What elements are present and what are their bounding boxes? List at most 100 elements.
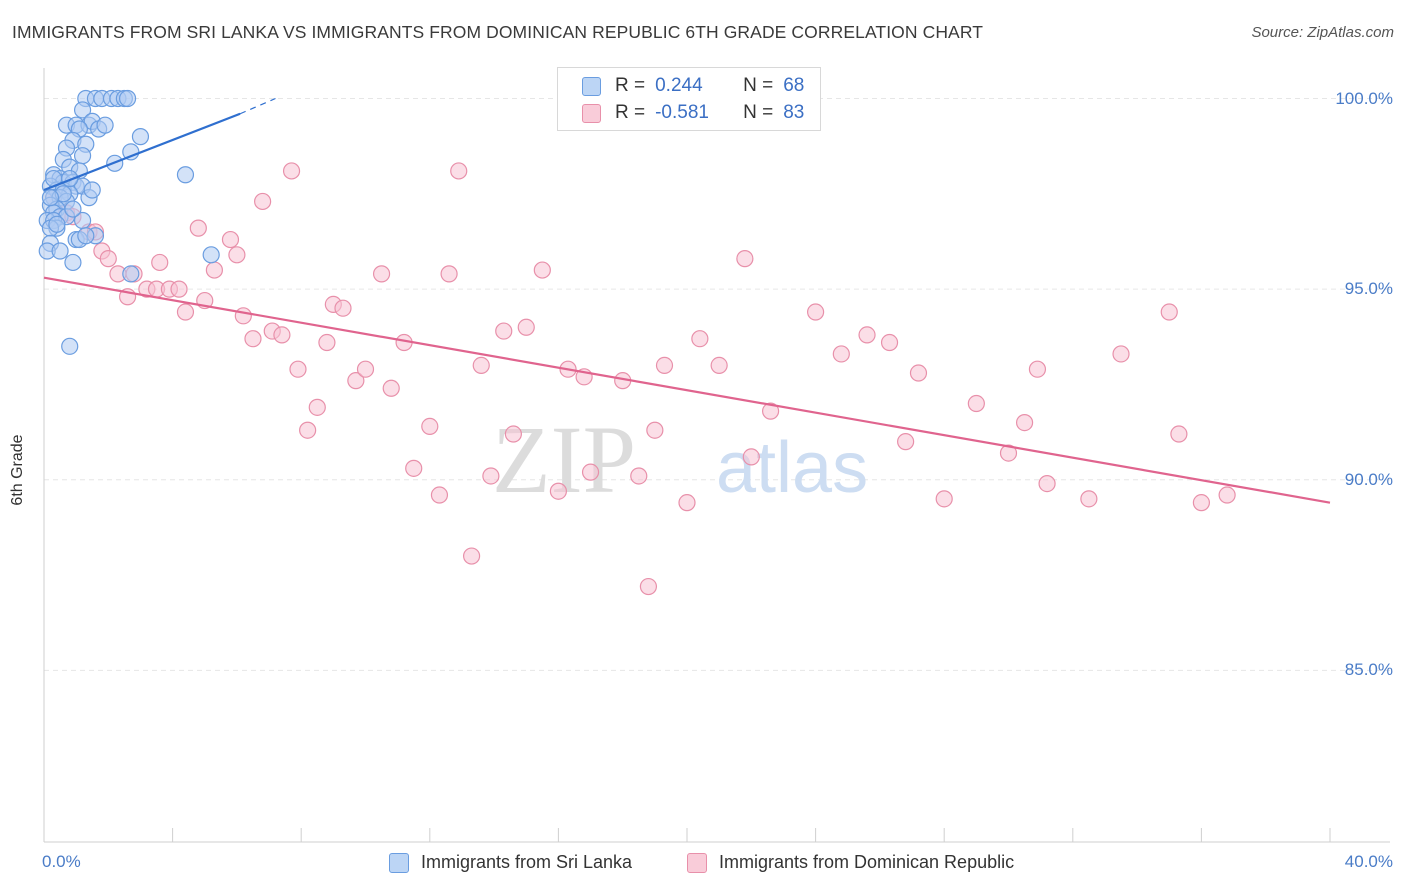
data-point <box>73 147 92 165</box>
data-point <box>430 486 449 504</box>
data-point <box>897 433 915 451</box>
legend-row-dominican-republic: R = -0.581 N = 83 <box>582 100 804 126</box>
y-tick-label: 100.0% <box>1335 88 1393 108</box>
data-point <box>347 372 365 390</box>
watermark-atlas: atlas <box>716 428 868 508</box>
data-point <box>1028 360 1047 378</box>
data-point <box>382 379 400 397</box>
correlation-legend: R = 0.244 N = 68 R = -0.581 N = 83 <box>557 67 821 131</box>
data-point <box>678 494 696 512</box>
series-sri-lanka <box>38 89 220 355</box>
legend-n-label: N = <box>743 75 774 96</box>
legend-r-label: R = <box>615 102 646 123</box>
legend-n-label: N = <box>743 102 774 123</box>
data-point <box>880 333 899 352</box>
data-point <box>41 189 60 207</box>
bottom-legend-label: Immigrants from Dominican Republic <box>719 852 1015 872</box>
data-point <box>646 421 664 439</box>
data-point <box>405 459 423 477</box>
data-point <box>99 250 117 268</box>
data-point <box>999 444 1018 462</box>
data-point <box>176 166 195 184</box>
data-point <box>64 200 82 218</box>
data-point <box>170 280 188 298</box>
bottom-legend-label: Immigrants from Sri Lanka <box>421 852 633 872</box>
data-point <box>858 326 876 344</box>
data-point <box>254 192 272 211</box>
legend-swatch-blue <box>582 76 601 96</box>
x-tick-label-max: 40.0% <box>1344 852 1393 871</box>
trend-line-dominican-republic <box>43 276 1331 504</box>
data-point <box>77 227 95 245</box>
data-point <box>308 398 326 416</box>
data-point <box>462 547 481 565</box>
data-point <box>282 162 301 180</box>
data-point <box>289 360 307 378</box>
legend-r-label: R = <box>615 75 646 96</box>
data-point <box>118 89 137 108</box>
data-point <box>273 326 291 344</box>
data-point <box>73 101 92 119</box>
data-point <box>421 417 439 436</box>
data-point <box>691 330 709 348</box>
legend-n-value: 68 <box>783 75 805 96</box>
data-point <box>806 303 825 321</box>
data-point <box>234 307 252 325</box>
data-point <box>334 299 352 317</box>
data-point <box>736 250 754 268</box>
data-point <box>517 318 535 336</box>
bottom-legend-dominican-republic: Immigrants from Dominican Republic <box>687 852 1014 873</box>
data-point <box>655 356 674 374</box>
data-point <box>244 330 262 348</box>
data-point <box>1112 345 1130 363</box>
data-point <box>299 421 317 439</box>
data-point <box>440 265 458 283</box>
data-point <box>967 394 985 413</box>
data-point <box>122 265 140 283</box>
data-point <box>495 322 513 340</box>
watermark: ZIP atlas <box>492 406 868 513</box>
data-point <box>1015 413 1034 432</box>
data-point <box>935 490 953 508</box>
data-point <box>1192 494 1211 512</box>
chart-source: Source: ZipAtlas.com <box>1251 24 1394 41</box>
data-point <box>83 181 101 199</box>
trend-line-sri-lanka <box>43 112 241 192</box>
bottom-legend-swatch-blue <box>389 852 409 873</box>
data-point <box>151 253 169 272</box>
data-point <box>131 128 150 146</box>
data-point <box>909 364 928 382</box>
data-point <box>356 360 375 378</box>
bottom-legend-swatch-pink <box>687 852 707 873</box>
data-point <box>176 303 195 321</box>
data-point <box>533 261 551 279</box>
legend-swatch-pink <box>582 103 601 123</box>
trend-lines <box>43 97 1331 504</box>
data-point <box>1038 474 1056 493</box>
data-point <box>202 246 220 264</box>
data-point <box>549 482 568 500</box>
data-point <box>710 356 728 374</box>
legend-n-value: 83 <box>783 102 805 123</box>
data-point <box>482 467 500 485</box>
data-point <box>96 116 114 134</box>
data-point <box>372 265 391 283</box>
legend-row-sri-lanka: R = 0.244 N = 68 <box>582 73 804 99</box>
data-point <box>1160 303 1178 321</box>
data-point <box>221 230 240 249</box>
data-point <box>742 448 760 466</box>
data-point <box>64 253 82 272</box>
gridlines <box>44 98 1392 671</box>
data-point <box>61 337 79 355</box>
data-point <box>228 246 246 264</box>
data-point <box>205 261 223 279</box>
bottom-legend-sri-lanka: Immigrants from Sri Lanka <box>389 852 632 873</box>
chart-title: IMMIGRANTS FROM SRI LANKA VS IMMIGRANTS … <box>12 22 984 42</box>
data-point <box>504 425 522 443</box>
series-dominican-republic <box>45 162 1236 596</box>
data-point <box>761 402 780 420</box>
data-point <box>630 467 648 485</box>
data-point <box>1218 486 1236 504</box>
data-point <box>51 242 69 260</box>
